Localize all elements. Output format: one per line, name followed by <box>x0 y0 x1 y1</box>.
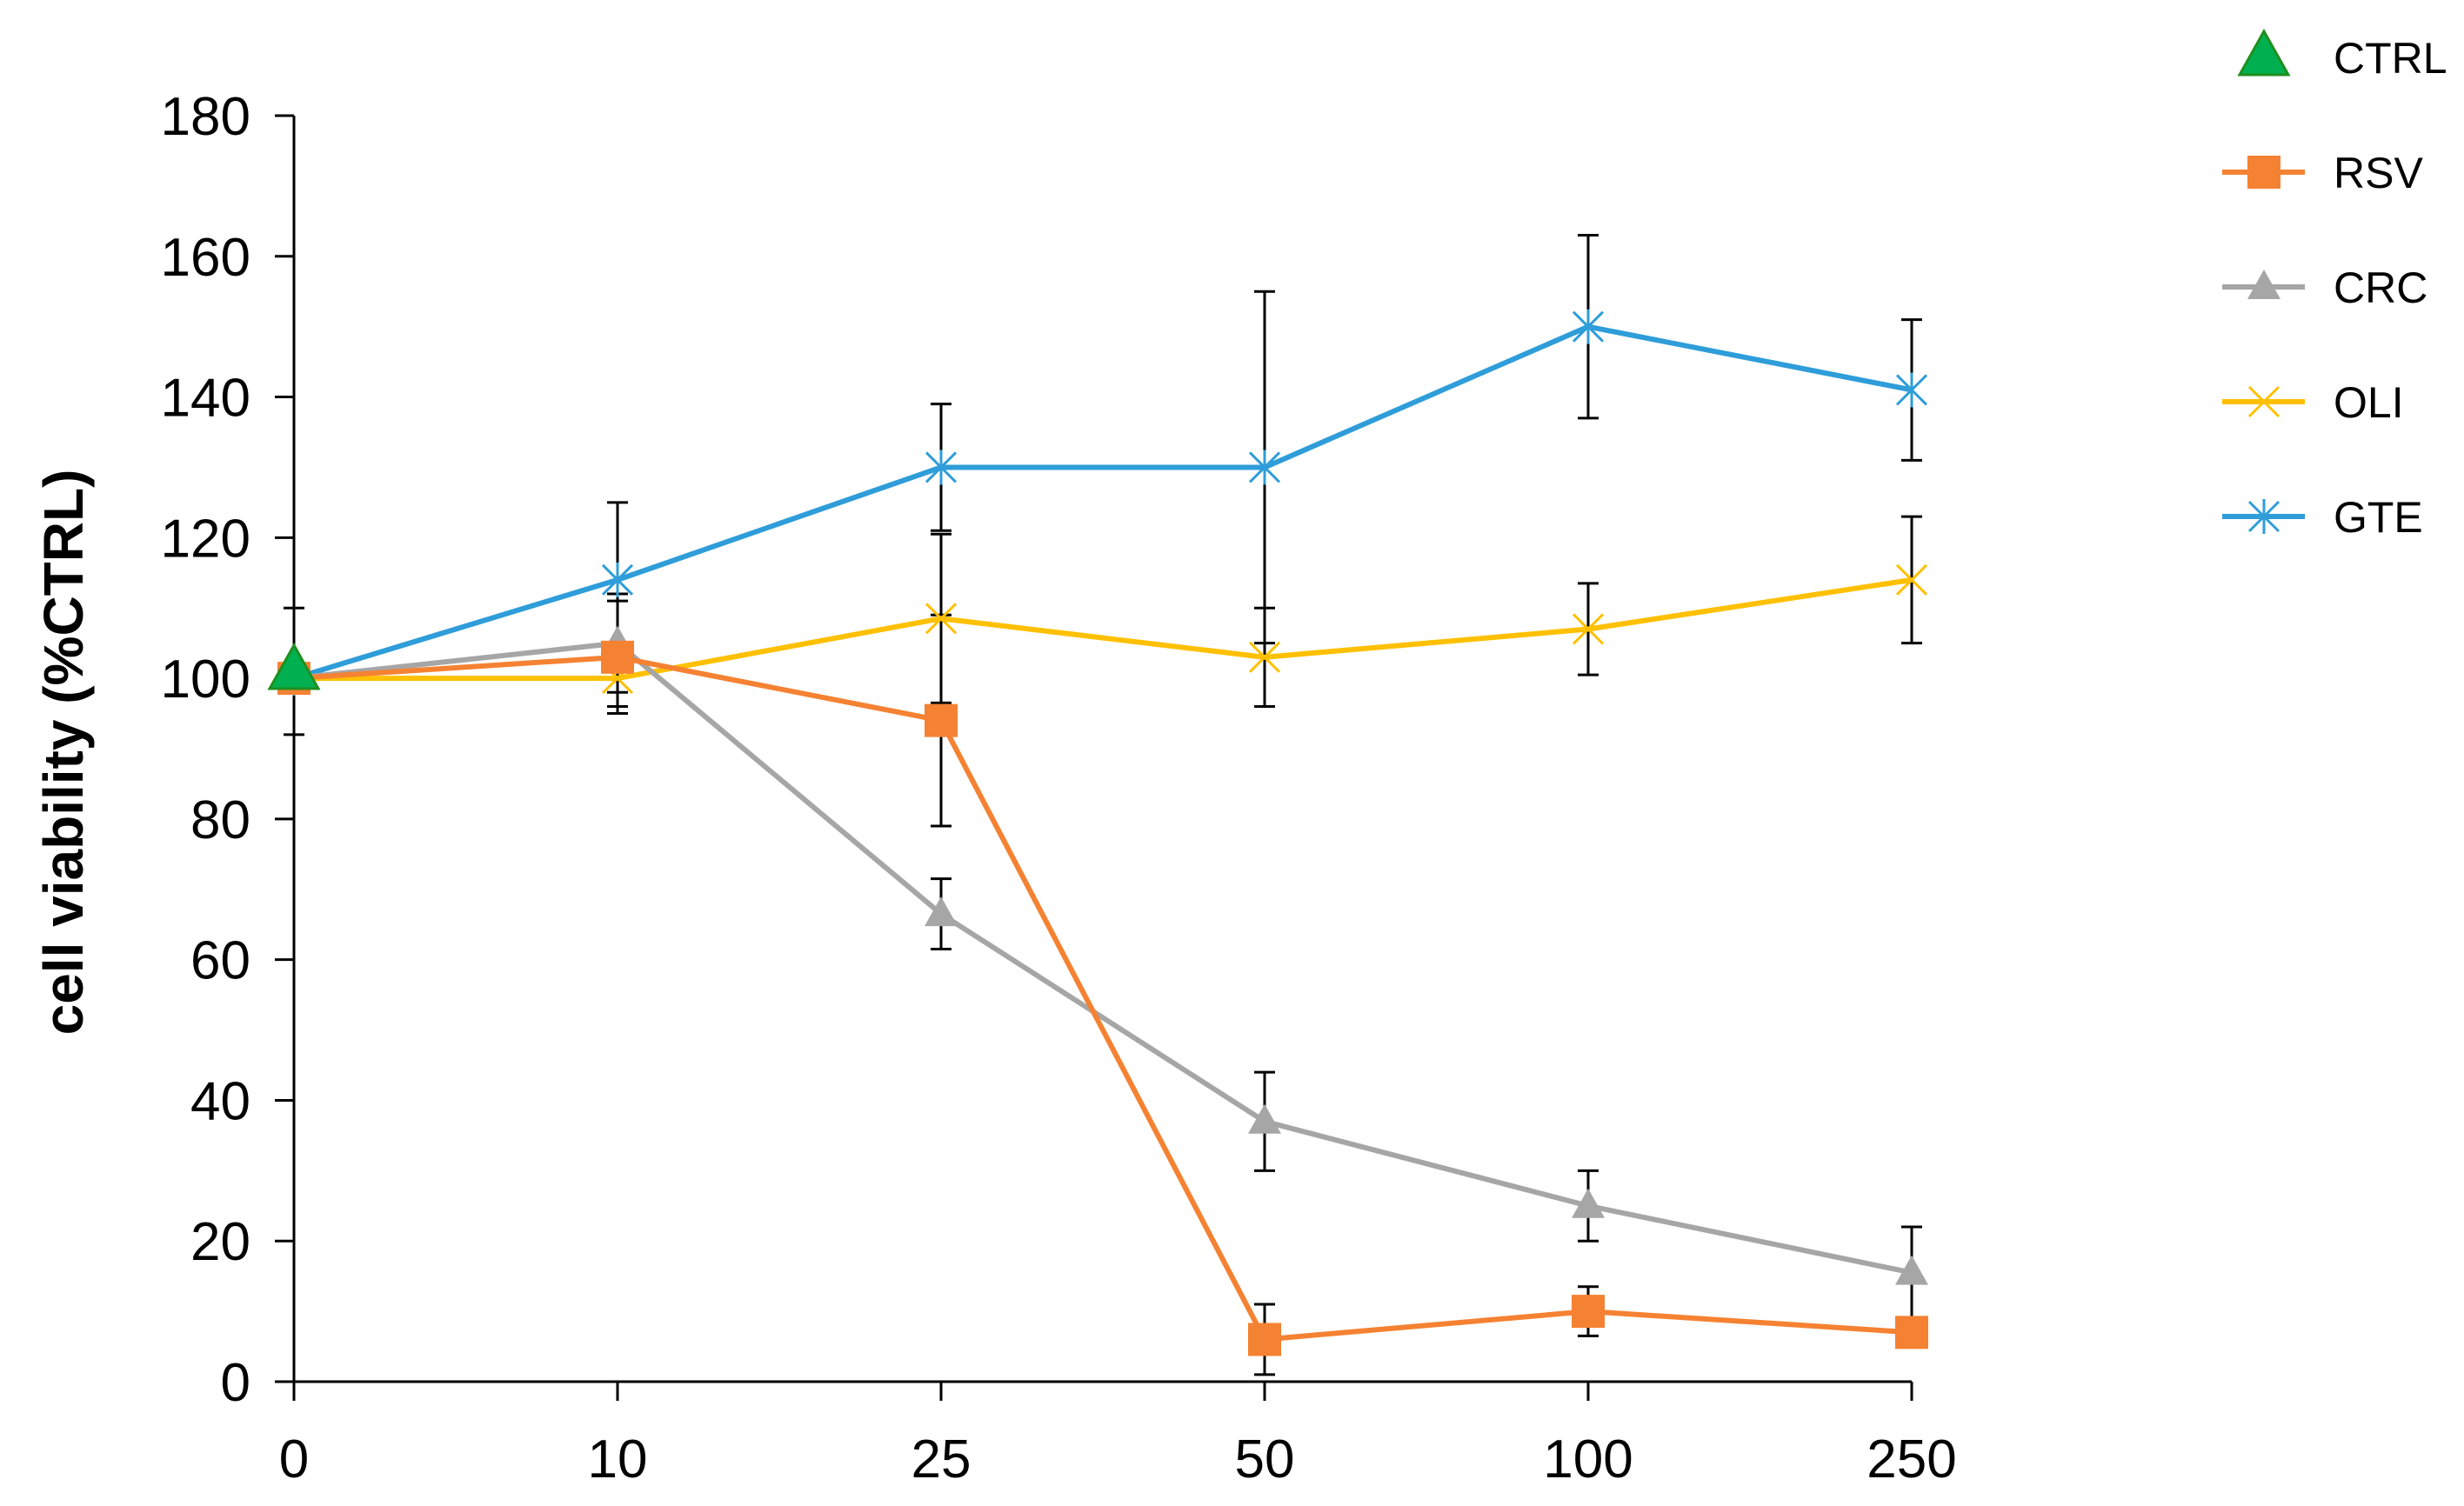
legend-label: CRC <box>2334 263 2427 312</box>
legend-label: CTRL <box>2334 34 2447 83</box>
legend: CTRL RSV CRC OLI GTE <box>2222 28 2447 542</box>
x-tick-label: 10 <box>588 1429 648 1489</box>
data-point-rsv <box>1248 1323 1281 1356</box>
y-tick-label: 60 <box>190 931 250 991</box>
series-line-gte <box>293 323 1913 681</box>
data-point-rsv <box>1895 1316 1928 1349</box>
data-point-gte <box>1248 450 1281 485</box>
data-point-crc <box>1895 1255 1928 1285</box>
error-bars <box>284 234 1922 1376</box>
y-tick-label: 40 <box>190 1071 250 1131</box>
y-tick-label: 80 <box>190 790 250 850</box>
x-tick-label: 50 <box>1235 1429 1295 1489</box>
y-tick-label: 120 <box>161 509 250 569</box>
legend-marker-gte <box>2247 499 2280 534</box>
y-tick-label: 100 <box>161 650 250 710</box>
y-tick-label: 160 <box>161 228 250 288</box>
y-tick-label: 20 <box>190 1212 250 1272</box>
legend-item-oli: OLI <box>2222 378 2404 427</box>
data-point-gte <box>601 562 634 597</box>
data-point-rsv <box>925 703 958 737</box>
legend-label: GTE <box>2334 493 2423 542</box>
data-point-crc <box>925 896 958 927</box>
data-point-oli <box>1572 613 1605 645</box>
series-lines <box>293 323 1913 1343</box>
data-point-ctrl <box>267 642 321 690</box>
x-tick-label: 100 <box>1543 1429 1633 1489</box>
series-line-oli <box>294 576 1913 682</box>
data-point-crc <box>1572 1188 1605 1218</box>
x-tick-label: 0 <box>279 1429 309 1489</box>
x-tick-label: 250 <box>1866 1429 1956 1489</box>
legend-marker-oli <box>2247 385 2280 418</box>
x-tick-label: 25 <box>911 1429 972 1489</box>
legend-marker-ctrl <box>2237 28 2291 77</box>
data-point-rsv <box>1572 1295 1605 1329</box>
data-point-oli <box>1895 563 1928 596</box>
y-tick-label: 180 <box>161 87 250 147</box>
y-axis-title: cell viability (%CTRL) <box>32 470 95 1036</box>
y-tick-label: 0 <box>221 1353 250 1413</box>
series-line-crc <box>293 640 1913 1276</box>
legend-label: OLI <box>2334 378 2404 427</box>
data-point-oli <box>1248 641 1281 673</box>
legend-item-rsv: RSV <box>2222 149 2423 197</box>
data-point-gte <box>925 450 958 485</box>
legend-item-crc: CRC <box>2222 263 2427 312</box>
legend-marker-crc <box>2247 270 2280 299</box>
data-point-gte <box>1895 372 1928 408</box>
data-point-oli <box>925 603 958 635</box>
axes: 0 20 40 60 80 100 120 140 160 180 0 10 25 50 100 250 <box>161 87 1957 1489</box>
series-line-rsv <box>293 654 1913 1343</box>
data-markers <box>267 309 1928 1356</box>
legend-marker-rsv <box>2247 156 2280 189</box>
legend-item-gte: GTE <box>2222 493 2423 542</box>
y-tick-label: 140 <box>161 369 250 429</box>
data-point-rsv <box>601 640 634 674</box>
legend-item-ctrl: CTRL <box>2237 28 2447 83</box>
legend-label: RSV <box>2334 149 2423 197</box>
data-point-crc <box>1248 1103 1281 1134</box>
data-point-gte <box>1572 309 1605 344</box>
